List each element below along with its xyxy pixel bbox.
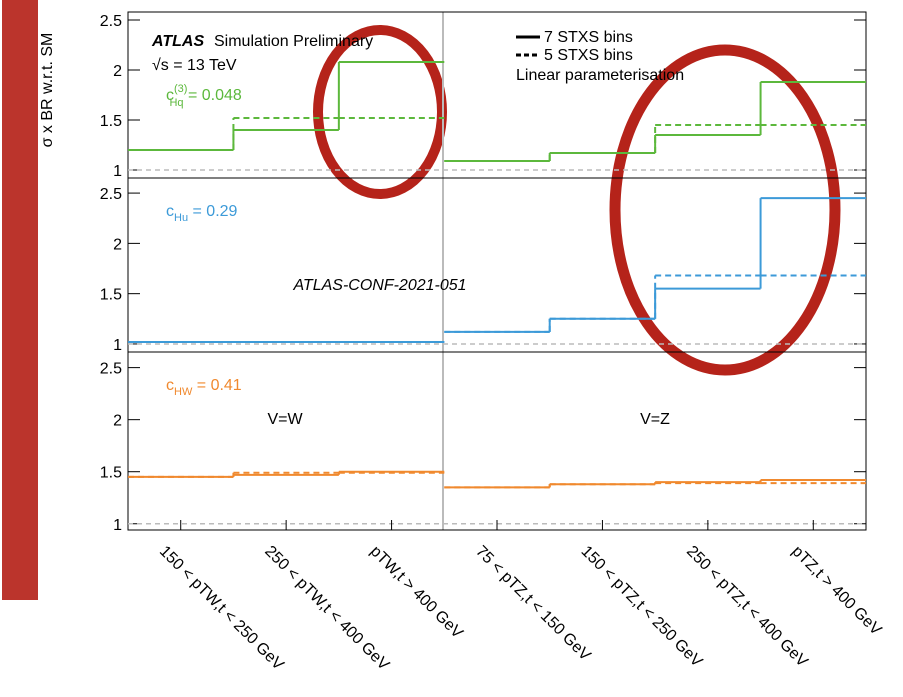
coef-part: = 0.048 [184,87,242,104]
panel-frame [127,177,867,353]
y-tick-label: 1 [113,517,122,534]
coef-part: (3) [174,83,187,95]
legend-label: 5 STXS bins [544,47,633,64]
y-tick-label: 1.5 [100,465,122,482]
y-axis-label: σ x BR w.r.t. SM [39,33,56,148]
coef-part: c [166,203,174,220]
x-tick-label: 150 < pTW,t < 250 GeV [156,543,287,674]
coefficient-label: cHW = 0.41 [166,377,242,398]
coef-part: = 0.41 [192,377,241,394]
y-tick-label: 1.5 [100,287,122,304]
y-tick-label: 1 [113,163,122,180]
watermark: ATLAS-CONF-2021-051 [292,277,466,294]
coef-part: c [166,377,174,394]
annotation: V=Z [640,411,670,428]
y-tick-label: 2 [113,413,122,430]
annotation: V=W [267,411,303,428]
title-bold: ATLAS [151,33,204,50]
y-tick-label: 2.5 [100,361,122,378]
x-tick-label: 250 < pTW,t < 400 GeV [261,543,392,674]
x-tick-label: 150 < pTZ,t < 250 GeV [578,543,706,671]
y-tick-label: 2.5 [100,186,122,203]
coef-part: HW [174,386,193,398]
coef-part: Hu [174,212,188,224]
y-tick-label: 2 [113,236,122,253]
y-tick-label: 2.5 [100,13,122,30]
title: Simulation Preliminary [214,33,373,50]
x-tick-label: pTW,t > 400 GeV [367,543,466,642]
red-scribble [2,0,841,600]
energy: √s = 13 TeV [152,57,237,74]
coef-part: Hq [169,97,183,109]
y-tick-label: 1.5 [100,113,122,130]
x-tick-label: pTZ,t > 400 GeV [788,543,884,639]
legend-label: 7 STXS bins [544,29,633,46]
y-tick-label: 2 [113,63,122,80]
x-tick-label: 75 < pTZ,t < 150 GeV [472,543,594,665]
coef-part: c [166,87,174,104]
legend-note: Linear parameterisation [516,67,684,84]
coefficient-label: cHu = 0.29 [166,203,238,224]
coef-part: = 0.29 [188,203,237,220]
y-tick-label: 1 [113,337,122,354]
coefficient-label: c(3) Hq = 0.048 [166,83,242,109]
x-tick-label: 250 < pTZ,t < 400 GeV [683,543,811,671]
